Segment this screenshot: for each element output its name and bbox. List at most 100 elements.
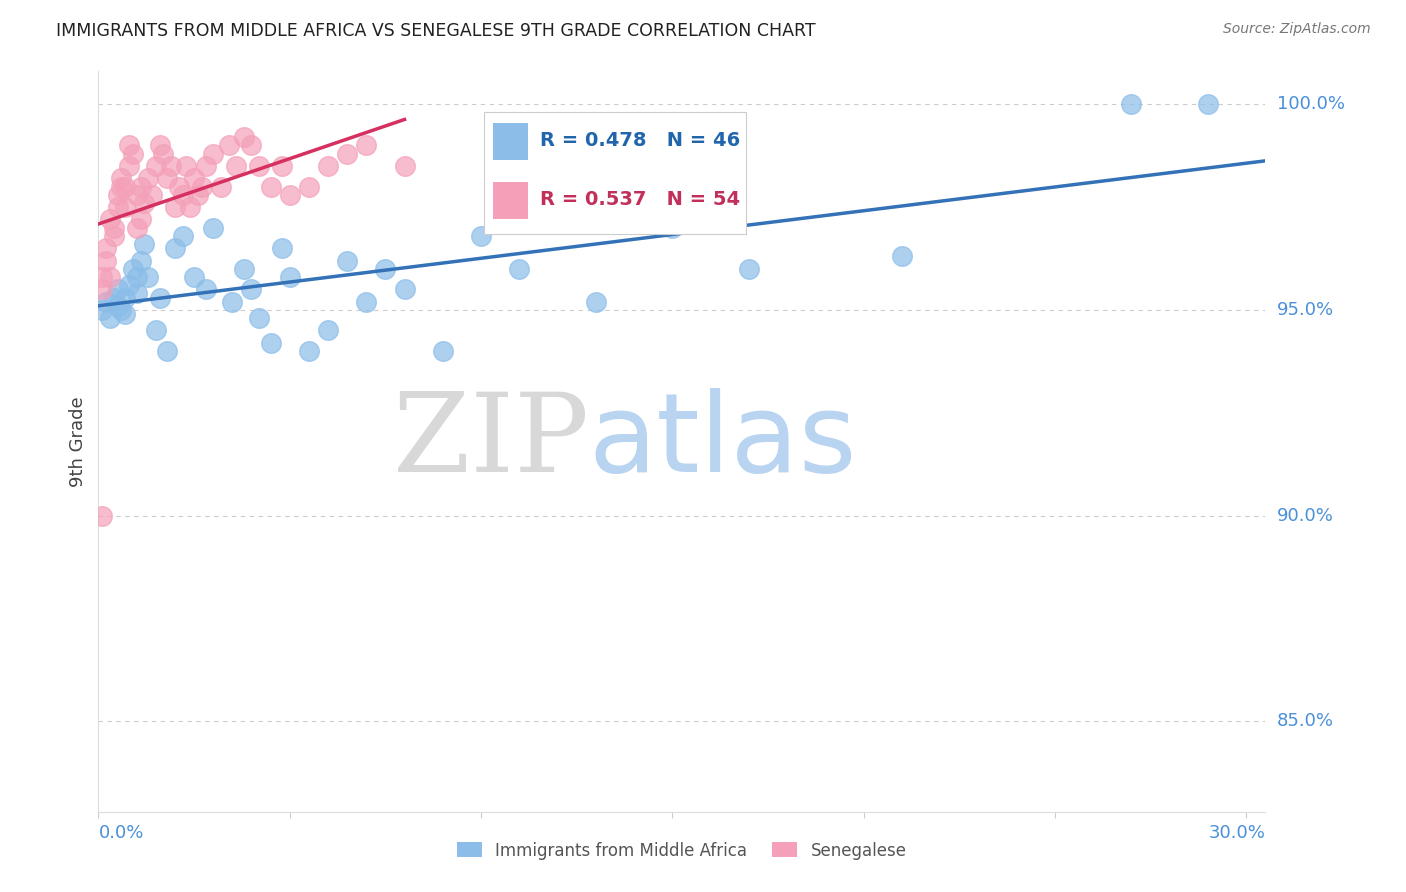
- Legend: Immigrants from Middle Africa, Senegalese: Immigrants from Middle Africa, Senegales…: [450, 835, 914, 866]
- Point: [271, 241, 294, 255]
- Point: [232, 130, 254, 145]
- Point: [114, 291, 136, 305]
- Point: [145, 159, 167, 173]
- Point: [202, 220, 225, 235]
- Point: [1121, 97, 1143, 112]
- Point: [152, 146, 174, 161]
- Point: [145, 324, 167, 338]
- Point: [125, 187, 148, 202]
- Point: [136, 270, 159, 285]
- Point: [107, 187, 129, 202]
- Point: [316, 159, 339, 173]
- Point: [136, 171, 159, 186]
- Point: [167, 179, 190, 194]
- Point: [194, 282, 217, 296]
- Text: IMMIGRANTS FROM MIDDLE AFRICA VS SENEGALESE 9TH GRADE CORRELATION CHART: IMMIGRANTS FROM MIDDLE AFRICA VS SENEGAL…: [56, 22, 815, 40]
- Point: [125, 220, 148, 235]
- Point: [585, 294, 607, 309]
- Point: [118, 138, 141, 153]
- Point: [110, 171, 132, 186]
- Point: [194, 159, 217, 173]
- Text: 100.0%: 100.0%: [1277, 95, 1344, 113]
- Point: [190, 179, 212, 194]
- Point: [134, 196, 156, 211]
- Point: [890, 250, 912, 264]
- Point: [183, 270, 205, 285]
- Point: [98, 270, 121, 285]
- Point: [160, 159, 183, 173]
- Point: [316, 324, 339, 338]
- Point: [271, 159, 294, 173]
- Point: [183, 171, 205, 186]
- Point: [125, 270, 148, 285]
- Point: [141, 187, 163, 202]
- Point: [354, 294, 377, 309]
- Point: [240, 282, 263, 296]
- Point: [103, 291, 125, 305]
- Point: [125, 286, 148, 301]
- Point: [163, 241, 186, 255]
- Point: [1197, 97, 1219, 112]
- Point: [172, 187, 194, 202]
- Point: [278, 187, 301, 202]
- Point: [394, 159, 416, 173]
- Point: [259, 179, 281, 194]
- Point: [110, 302, 132, 317]
- Point: [156, 344, 179, 359]
- FancyBboxPatch shape: [484, 112, 747, 235]
- Point: [179, 200, 201, 214]
- Point: [103, 228, 125, 243]
- Point: [129, 212, 152, 227]
- Point: [508, 261, 530, 276]
- Point: [209, 179, 232, 194]
- Point: [121, 146, 143, 161]
- Point: [107, 282, 129, 296]
- Point: [374, 261, 396, 276]
- Text: 90.0%: 90.0%: [1277, 507, 1333, 524]
- Point: [107, 299, 129, 313]
- Point: [91, 270, 114, 285]
- Point: [247, 311, 270, 326]
- Point: [114, 179, 136, 194]
- Point: [129, 179, 152, 194]
- Point: [218, 138, 240, 153]
- Text: 0.0%: 0.0%: [98, 824, 143, 842]
- Point: [149, 138, 172, 153]
- Point: [247, 159, 270, 173]
- Point: [172, 228, 194, 243]
- Point: [149, 291, 172, 305]
- Point: [432, 344, 454, 359]
- Point: [354, 138, 377, 153]
- Point: [129, 253, 152, 268]
- Point: [118, 278, 141, 293]
- Point: [163, 200, 186, 214]
- Point: [114, 200, 136, 214]
- Point: [134, 237, 156, 252]
- Point: [98, 212, 121, 227]
- Point: [298, 179, 321, 194]
- Point: [240, 138, 263, 153]
- Point: [661, 220, 683, 235]
- Point: [110, 179, 132, 194]
- Y-axis label: 9th Grade: 9th Grade: [69, 396, 87, 487]
- Point: [336, 146, 359, 161]
- Point: [94, 241, 117, 255]
- Point: [336, 253, 359, 268]
- Text: 95.0%: 95.0%: [1277, 301, 1334, 319]
- Point: [91, 508, 114, 523]
- Point: [232, 261, 254, 276]
- Text: 85.0%: 85.0%: [1277, 712, 1333, 731]
- Point: [107, 200, 129, 214]
- Point: [225, 159, 247, 173]
- Text: R = 0.537   N = 54: R = 0.537 N = 54: [540, 190, 740, 209]
- Point: [202, 146, 225, 161]
- FancyBboxPatch shape: [494, 123, 527, 161]
- FancyBboxPatch shape: [494, 183, 527, 219]
- Point: [394, 282, 416, 296]
- Point: [98, 311, 121, 326]
- Point: [156, 171, 179, 186]
- Text: R = 0.478   N = 46: R = 0.478 N = 46: [540, 131, 740, 150]
- Text: ZIP: ZIP: [392, 388, 589, 495]
- Point: [187, 187, 209, 202]
- Point: [470, 228, 492, 243]
